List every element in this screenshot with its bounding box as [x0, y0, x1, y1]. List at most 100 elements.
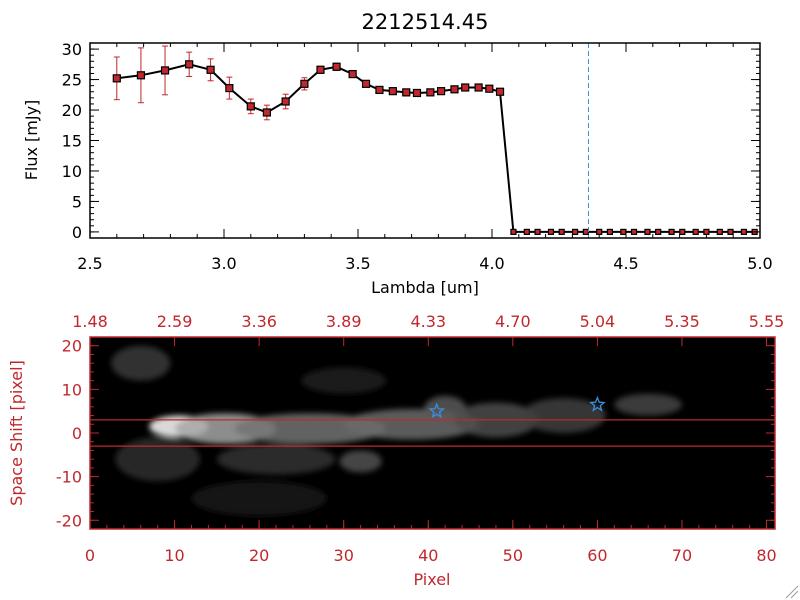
- extraction-aperture-lines: [90, 419, 775, 447]
- image-top-tick-label: 4.33: [410, 312, 446, 331]
- spectrum-y-axis: 0 5 10 15 20 25 30: [62, 40, 82, 242]
- data-point: [436, 87, 446, 96]
- spectrum-x-axis: 2.5 3.0 3.5 4.0 4.5 5.0: [77, 254, 772, 273]
- image-top-tick-label: 5.55: [749, 312, 785, 331]
- star-marker: [589, 395, 606, 412]
- spectrum-x-tick-label: 3.0: [211, 254, 236, 273]
- emission-blob: [115, 437, 200, 481]
- resize-grip[interactable]: [785, 585, 799, 599]
- image-x-tick-label: 0: [85, 546, 95, 565]
- emission-blob: [301, 367, 386, 394]
- data-point: [185, 60, 194, 69]
- data-point: [679, 228, 686, 236]
- image-y-tick-label: 10: [62, 380, 82, 399]
- data-point: [112, 74, 121, 83]
- data-point: [606, 228, 614, 236]
- image-x-tick-label: 60: [587, 546, 607, 565]
- spectrum-x-tick-label: 5.0: [747, 254, 772, 273]
- image-top-tick-label: 2.59: [157, 312, 193, 331]
- image-top-tick-label: 4.70: [495, 312, 531, 331]
- data-point: [534, 228, 541, 236]
- data-point: [495, 87, 505, 96]
- data-point: [740, 228, 748, 236]
- data-point: [300, 79, 309, 88]
- image-y-axis: -20 -10 0 10 20: [56, 337, 82, 531]
- data-point: [461, 83, 470, 92]
- data-point: [332, 62, 341, 71]
- data-point: [596, 228, 603, 236]
- image-y-axis-label: Space Shift [pixel]: [7, 360, 26, 506]
- data-point: [485, 84, 494, 93]
- spectrum-y-axis-label: Flux [mJy]: [22, 100, 41, 181]
- data-point: [136, 71, 146, 80]
- spectrum-x-axis-label: Lambda [um]: [371, 278, 479, 297]
- spectrum-points: [112, 60, 758, 236]
- data-point: [388, 87, 397, 96]
- emission-blob: [111, 345, 171, 381]
- data-point: [510, 228, 517, 236]
- data-point: [402, 88, 411, 97]
- image-tick-marks: [89, 336, 775, 530]
- spectrum-tick-marks: [89, 43, 761, 238]
- spectrum-x-tick-label: 2.5: [77, 254, 102, 273]
- image-x-tick-label: 10: [164, 546, 184, 565]
- data-point: [620, 228, 627, 236]
- data-point: [716, 228, 723, 236]
- data-point: [571, 228, 579, 236]
- spectrum-x-tick-label: 4.5: [613, 254, 638, 273]
- spectrum-x-tick-label: 3.5: [345, 254, 370, 273]
- spectrum-plot-frame: [89, 42, 761, 239]
- emission-blob: [521, 398, 606, 433]
- spectrum-line: [116, 63, 755, 233]
- spectrum-y-tick-label: 15: [62, 132, 82, 151]
- image-y-tick-label: -10: [56, 468, 82, 487]
- emission-blob: [216, 443, 336, 475]
- data-point: [361, 79, 371, 88]
- data-point: [655, 228, 662, 236]
- spectrum-y-tick-label: 0: [72, 223, 82, 242]
- star-marker: [428, 402, 446, 419]
- data-point: [281, 97, 290, 106]
- image-top-tick-label: 3.36: [241, 312, 277, 331]
- image-x-tick-label: 40: [418, 546, 438, 565]
- data-point: [348, 69, 357, 79]
- data-point: [630, 228, 638, 236]
- data-point: [450, 85, 459, 94]
- image-x-tick-label: 50: [503, 546, 523, 565]
- data-point: [316, 65, 325, 74]
- spectrum-y-tick-label: 20: [62, 101, 82, 120]
- data-point: [412, 88, 422, 98]
- image-y-tick-label: -20: [56, 511, 82, 530]
- spectral-image-emission: [111, 345, 682, 516]
- spectrum-x-tick-label: 4.0: [479, 254, 504, 273]
- image-y-tick-label: 0: [72, 424, 82, 443]
- emission-blob: [191, 481, 327, 516]
- image-top-tick-label: 5.04: [580, 312, 616, 331]
- data-point: [225, 83, 234, 93]
- image-x-axis: 0 10 20 30 40 50 60 70 80: [85, 546, 777, 565]
- data-point: [262, 108, 271, 117]
- spectrum-y-tick-label: 10: [62, 162, 82, 181]
- image-top-tick-label: 1.48: [72, 312, 108, 331]
- data-point: [644, 228, 651, 236]
- data-point: [547, 228, 555, 236]
- image-y-tick-label: 20: [62, 337, 82, 356]
- image-top-axis: 1.48 2.59 3.36 3.89 4.33 4.70 5.04 5.35 …: [72, 312, 784, 331]
- data-point: [692, 228, 699, 236]
- image-x-tick-label: 30: [334, 546, 354, 565]
- source-markers: [428, 395, 606, 419]
- image-x-tick-label: 70: [672, 546, 692, 565]
- data-point: [582, 228, 589, 236]
- data-point: [375, 85, 384, 95]
- image-top-tick-label: 5.35: [664, 312, 700, 331]
- spectral-image-panel: 1.48 2.59 3.36 3.89 4.33 4.70 5.04 5.35 …: [7, 312, 784, 589]
- image-x-tick-label: 20: [249, 546, 269, 565]
- data-point: [206, 65, 215, 74]
- data-point: [668, 228, 675, 236]
- spectrum-series: [116, 63, 755, 233]
- data-point: [246, 102, 255, 111]
- spectrum-y-tick-label: 5: [72, 192, 82, 211]
- spectrum-y-tick-label: 25: [62, 71, 82, 90]
- emission-blob: [339, 450, 382, 473]
